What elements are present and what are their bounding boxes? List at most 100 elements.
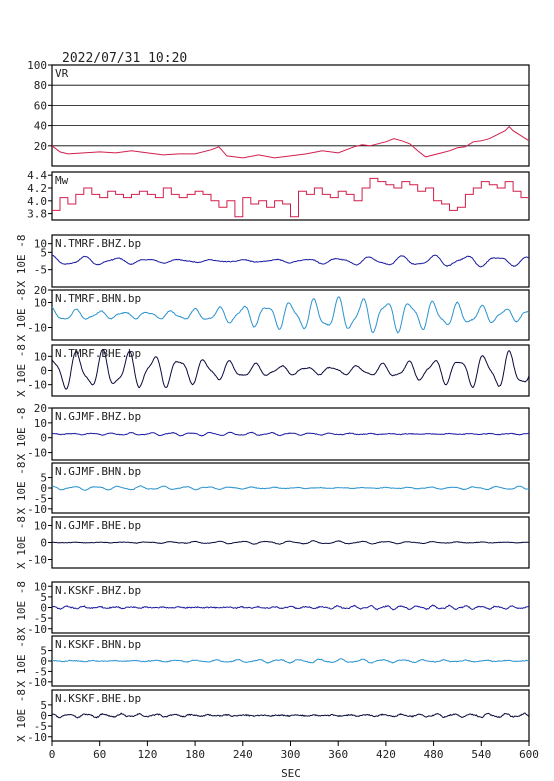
y-tick-label: 10: [34, 350, 47, 363]
y-tick-label: -5: [34, 612, 47, 625]
x-axis-label: SEC: [281, 767, 301, 780]
waveform-line: [51, 485, 530, 491]
panel-frame: [51, 407, 530, 461]
y-axis-unit-label: X 10E -8: [15, 581, 28, 634]
x-tick-label: 480: [424, 748, 444, 761]
y-tick-label: 10: [34, 417, 47, 430]
panel-label: N.KSKF.BHN.bp: [55, 638, 141, 651]
x-tick-label: 120: [137, 748, 157, 761]
panel-frame: [51, 234, 530, 288]
y-tick-label: 80: [34, 79, 47, 92]
y-tick-label: 5: [40, 699, 47, 712]
y-axis-unit-label: X 10E -8: [15, 635, 28, 688]
panel-label: N.GJMF.BHE.bp: [55, 519, 141, 532]
y-axis-unit-label: X 10E -8: [15, 235, 28, 288]
y-tick-label: 0: [40, 482, 47, 495]
panel-frame: [51, 64, 530, 167]
y-tick-label: 5: [40, 472, 47, 485]
y-tick-label: -5: [34, 720, 47, 733]
panel-label: N.GJMF.BHZ.bp: [55, 410, 141, 423]
y-axis-unit-label: X 10E -8: [15, 462, 28, 515]
y-tick-label: 20: [34, 284, 47, 297]
y-tick-label: 4.2: [27, 182, 47, 195]
panel-10: -10-505 N.KSKF.BHE.bp: [27, 689, 530, 744]
x-tick-label: 600: [519, 748, 539, 761]
y-tick-label: 5: [40, 591, 47, 604]
x-tick-label: 360: [328, 748, 348, 761]
y-tick-label: -5: [34, 665, 47, 678]
y-axis-unit-label: X 10E -8: [15, 516, 28, 569]
y-axis-unit-label: X 10E -8: [15, 408, 28, 461]
y-tick-label: -5: [34, 492, 47, 505]
series-line: [52, 177, 529, 218]
y-tick-label: 4.0: [27, 195, 47, 208]
x-tick-label: 300: [281, 748, 301, 761]
y-tick-label: 60: [34, 99, 47, 112]
x-tick-label: 240: [233, 748, 253, 761]
x-tick-label: 540: [471, 748, 491, 761]
panel-4: -100 10 N.TMRF.BHE.bp: [27, 344, 530, 397]
y-tick-label: -10: [27, 554, 47, 567]
y-tick-label: 20: [34, 140, 47, 153]
panel-label: N.TMRF.BHZ.bp: [55, 237, 141, 250]
panel-9: -10-505 N.KSKF.BHN.bp: [27, 635, 530, 689]
y-tick-label: -10: [27, 447, 47, 460]
x-tick-label: 60: [93, 748, 106, 761]
y-tick-label: -10: [27, 676, 47, 689]
x-tick-label: 420: [376, 748, 396, 761]
panel-frame: [51, 171, 530, 221]
waveform-line: [52, 658, 529, 664]
waveform-line: [51, 540, 530, 545]
waveform-line: [51, 604, 530, 611]
y-tick-label: 5: [40, 246, 47, 259]
x-tick-label: 0: [49, 748, 56, 761]
waveform-line: [51, 254, 530, 268]
x-axis: 0 60 120 180 240 300 360 420 480 540 600: [49, 741, 539, 761]
y-tick-label: -10: [27, 379, 47, 392]
waveform-line: [51, 296, 530, 334]
y-axis-unit-label: X 10E -8: [15, 689, 28, 742]
y-tick-label: 4.4: [27, 169, 47, 182]
y-tick-label: 100: [27, 59, 47, 72]
panel-label: N.GJMF.BHN.bp: [55, 465, 141, 478]
panel-5: -10 0 10 20 N.GJMF.BHZ.bp: [27, 402, 530, 461]
panel-label: Mw: [55, 174, 69, 187]
panel-2: -5 510 N.TMRF.BHZ.bp: [34, 234, 530, 288]
y-tick-label: 0: [40, 602, 47, 615]
panel-label: VR: [55, 67, 69, 80]
waveform-line: [51, 712, 530, 719]
y-tick-label: 10: [34, 580, 47, 593]
y-tick-label: -5: [34, 264, 47, 277]
panel-label: N.KSKF.BHZ.bp: [55, 584, 141, 597]
panel-7: -10 0 10 N.GJMF.BHE.bp: [27, 516, 530, 569]
y-axis-unit-label: X 10E -8: [15, 289, 28, 342]
y-tick-label: 20: [34, 402, 47, 415]
series-line: [51, 125, 530, 159]
y-tick-label: -10: [27, 731, 47, 744]
y-tick-label: 40: [34, 120, 47, 133]
panel-label: N.KSKF.BHE.bp: [55, 692, 141, 705]
panel-label: N.TMRF.BHN.bp: [55, 292, 141, 305]
y-tick-label: 3.8: [27, 208, 47, 221]
panel-label: N.TMRF.BHE.bp: [55, 347, 141, 360]
panel-1: 3.84.04.24.4 Mw: [27, 169, 530, 221]
timestamp: 2022/07/31 10:20: [62, 51, 187, 66]
x-tick-label: 180: [185, 748, 205, 761]
y-tick-label: 10: [34, 238, 47, 251]
waveform-line: [51, 431, 530, 437]
panel-6: -10-505 N.GJMF.BHN.bp: [27, 462, 530, 516]
y-tick-label: -10: [27, 503, 47, 516]
y-tick-label: 0: [40, 537, 47, 550]
y-tick-label: -10: [27, 623, 47, 636]
y-tick-label: 0: [40, 655, 47, 668]
y-tick-label: 0: [40, 710, 47, 723]
y-tick-label: 10: [34, 520, 47, 533]
panel-frame: [51, 289, 530, 341]
y-tick-label: 0: [40, 432, 47, 445]
y-tick-label: 0: [40, 365, 47, 378]
panel-0: 20 40 60 80 100 VR: [27, 59, 530, 167]
